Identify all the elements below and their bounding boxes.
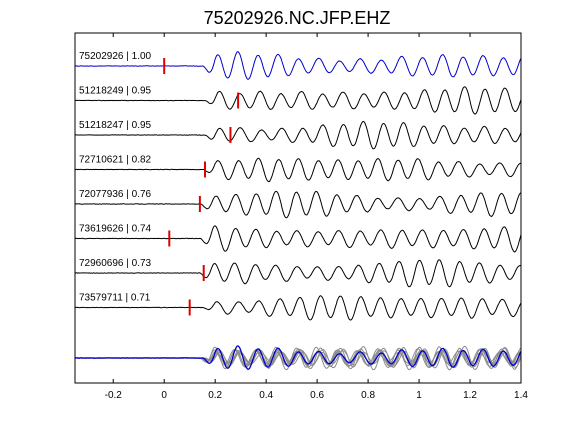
- x-tick-label: 1: [416, 390, 422, 401]
- x-tick-label: -0.2: [105, 390, 123, 401]
- trace-label-75202926: 75202926 | 1.00: [79, 51, 152, 62]
- trace-label-72710621: 72710621 | 0.82: [79, 155, 152, 166]
- trace-labels: 75202926 | 1.00 51218249 | 0.95 51218247 |…: [79, 51, 152, 304]
- trace-label-51218247: 51218247 | 0.95: [79, 120, 152, 131]
- x-tick-label: 1.2: [463, 390, 477, 401]
- traces-layer: [74, 51, 522, 321]
- stack-reference-trace: [74, 345, 522, 371]
- trace-waveform-72960696: [74, 259, 522, 288]
- trace-waveform-72077936: [74, 190, 522, 219]
- trace-waveform-51218247: [74, 120, 522, 150]
- x-tick-label: 0.4: [259, 390, 273, 401]
- chart-title: 75202926.NC.JFP.EHZ: [204, 8, 391, 28]
- x-tick-label: 0.8: [361, 390, 375, 401]
- trace-label-73579711: 73579711 | 0.71: [79, 293, 151, 304]
- trace-label-51218249: 51218249 | 0.95: [79, 86, 152, 97]
- trace-label-72960696: 72960696 | 0.73: [79, 258, 152, 269]
- x-tick-label: 0.6: [310, 390, 324, 401]
- x-tick-label: 1.4: [514, 390, 528, 401]
- x-tick-label: 0: [161, 390, 167, 401]
- trace-waveform-75202926: [74, 51, 522, 81]
- trace-label-72077936: 72077936 | 0.76: [79, 189, 152, 200]
- x-axis: -0.2 0 0.2 0.4 0.6 0.8 1 1.2 1.4: [105, 33, 528, 401]
- trace-waveform-72710621: [74, 157, 522, 183]
- pick-markers: [163, 58, 240, 316]
- stack-overlay: [74, 345, 522, 371]
- trace-waveform-73619626: [74, 225, 522, 253]
- x-tick-label: 0.2: [208, 390, 222, 401]
- plot-frame: [74, 32, 522, 384]
- trace-label-73619626: 73619626 | 0.74: [79, 224, 152, 235]
- trace-waveform-51218249: [74, 86, 522, 115]
- trace-waveform-73579711: [74, 295, 522, 321]
